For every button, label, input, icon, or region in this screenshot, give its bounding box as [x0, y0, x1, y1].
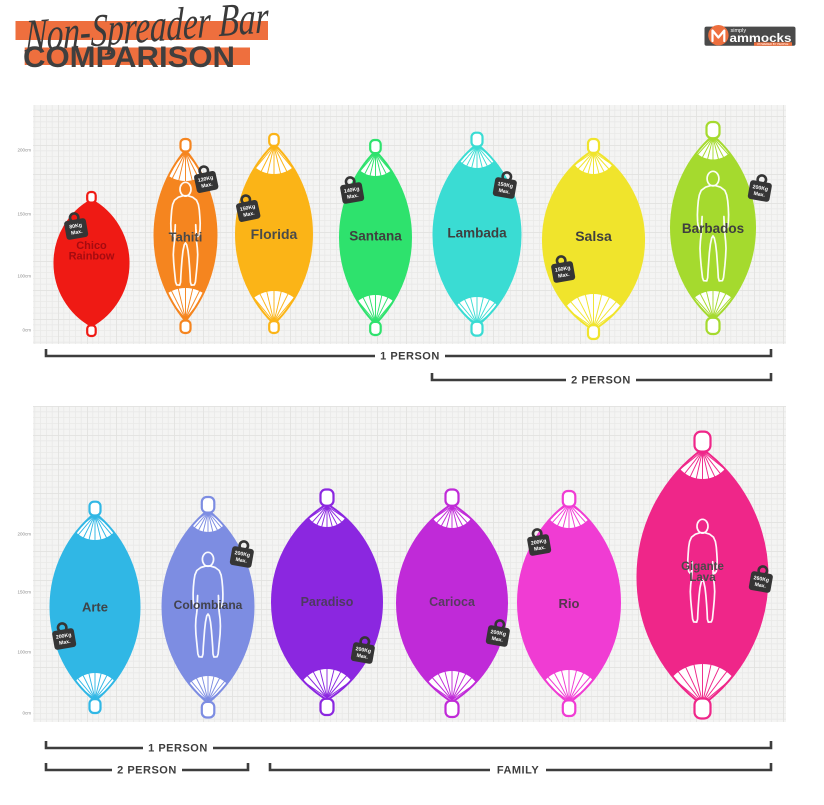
svg-text:FAMILY: FAMILY — [497, 765, 539, 777]
svg-text:Paradiso: Paradiso — [301, 595, 354, 609]
svg-text:2 PERSON: 2 PERSON — [571, 375, 631, 387]
svg-text:200Kg: 200Kg — [752, 184, 768, 193]
svg-text:Max.: Max. — [243, 210, 256, 218]
svg-text:150Kg: 150Kg — [497, 181, 513, 190]
svg-text:Max.: Max. — [491, 636, 504, 644]
svg-text:200Kg: 200Kg — [355, 646, 371, 655]
svg-text:Max.: Max. — [347, 193, 360, 201]
svg-text:Max.: Max. — [534, 545, 547, 553]
svg-text:Carioca: Carioca — [429, 595, 476, 609]
svg-text:Florida: Florida — [251, 226, 298, 242]
svg-text:140Kg: 140Kg — [344, 186, 360, 195]
svg-text:120Kg: 120Kg — [197, 175, 213, 184]
svg-text:100cm: 100cm — [17, 650, 31, 655]
svg-text:100cm: 100cm — [17, 274, 31, 279]
svg-text:0cm: 0cm — [22, 328, 31, 333]
svg-text:200Kg: 200Kg — [56, 632, 72, 641]
svg-text:150Kg: 150Kg — [555, 265, 571, 274]
svg-text:COMPARISON: COMPARISON — [23, 41, 235, 74]
svg-text:0cm: 0cm — [22, 711, 31, 716]
svg-text:150cm: 150cm — [17, 212, 31, 217]
svg-text:Max.: Max. — [498, 188, 511, 196]
svg-text:Max.: Max. — [59, 639, 72, 647]
svg-text:1 PERSON: 1 PERSON — [148, 743, 208, 755]
svg-text:POWERED BY PEOPLE: POWERED BY PEOPLE — [758, 42, 789, 46]
svg-text:150cm: 150cm — [17, 590, 31, 595]
svg-text:Lambada: Lambada — [447, 226, 507, 241]
svg-text:Gigante: Gigante — [681, 561, 724, 573]
svg-text:Max.: Max. — [356, 653, 369, 661]
svg-text:ammocks: ammocks — [730, 33, 792, 45]
svg-text:260Kg: 260Kg — [753, 575, 769, 584]
svg-text:1 PERSON: 1 PERSON — [380, 351, 440, 363]
svg-text:Max.: Max. — [558, 272, 571, 280]
svg-text:Santana: Santana — [349, 229, 402, 244]
svg-text:Lava: Lava — [689, 572, 716, 584]
svg-text:200Kg: 200Kg — [490, 629, 506, 638]
svg-text:Max.: Max. — [201, 181, 214, 189]
svg-text:Max.: Max. — [71, 229, 84, 237]
svg-text:200cm: 200cm — [17, 148, 31, 153]
svg-text:simply: simply — [731, 28, 747, 34]
svg-text:Colombiana: Colombiana — [174, 598, 243, 612]
svg-text:Rio: Rio — [559, 596, 580, 611]
svg-text:150Kg: 150Kg — [239, 204, 255, 213]
svg-text:Max.: Max. — [754, 582, 767, 590]
svg-text:Rainbow: Rainbow — [69, 250, 115, 262]
svg-text:Max.: Max. — [235, 557, 248, 565]
svg-text:Salsa: Salsa — [575, 228, 612, 244]
svg-text:200cm: 200cm — [17, 532, 31, 537]
svg-text:Chico: Chico — [76, 240, 107, 252]
svg-text:Tahiti: Tahiti — [169, 230, 203, 245]
svg-text:200Kg: 200Kg — [531, 538, 547, 547]
svg-text:200Kg: 200Kg — [234, 550, 250, 559]
svg-text:Barbados: Barbados — [682, 221, 744, 236]
svg-text:Max.: Max. — [753, 191, 766, 199]
svg-text:2 PERSON: 2 PERSON — [117, 765, 177, 777]
svg-text:Arte: Arte — [82, 600, 108, 615]
svg-text:80Kg: 80Kg — [69, 222, 83, 230]
